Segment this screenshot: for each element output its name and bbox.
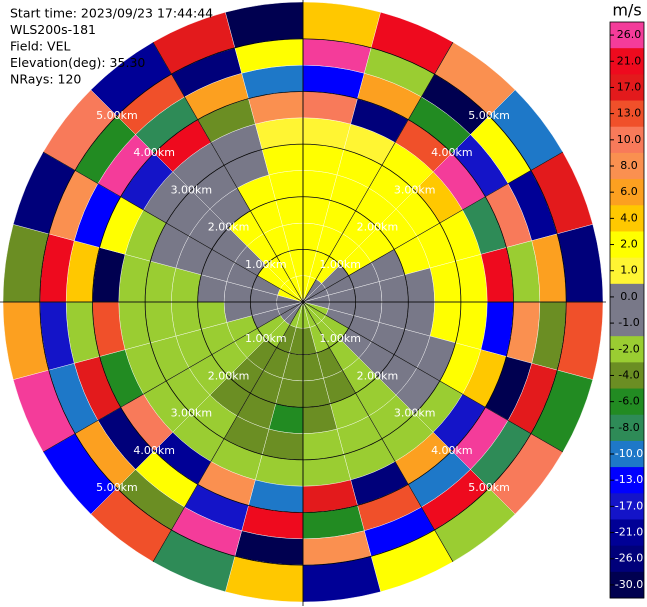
velocity-cell — [261, 143, 304, 176]
header-line: Field: VEL — [10, 39, 70, 54]
range-ring — [144, 143, 462, 461]
colorbar-segment — [610, 179, 644, 206]
range-label: 3.00km — [171, 407, 213, 420]
header-line: WLS200s-181 — [10, 22, 96, 37]
range-ring — [39, 38, 567, 566]
colorbar-segment — [610, 257, 644, 285]
colorbar-label: -4.0 — [618, 368, 639, 381]
velocity-cell — [302, 428, 345, 461]
colorbar-label: 21.0 — [617, 54, 642, 67]
colorbar-label: 10.0 — [617, 133, 642, 146]
range-label: 1.00km — [319, 258, 361, 271]
colorbar-label: -6.0 — [618, 395, 639, 408]
range-label: 2.00km — [357, 369, 399, 382]
colorbar-label: -2.0 — [618, 342, 639, 355]
colorbar-segment — [610, 22, 644, 49]
colorbar-label: -26.0 — [615, 552, 643, 565]
colorbar-label: -8.0 — [618, 421, 639, 434]
colorbar-title: m/s — [612, 1, 641, 20]
range-label: 4.00km — [431, 146, 473, 159]
header-line: Start time: 2023/09/23 17:44:44 — [10, 6, 213, 21]
velocity-cell — [302, 143, 345, 176]
range-label: 3.00km — [394, 407, 436, 420]
colorbar-segment — [610, 388, 644, 416]
colorbar-segment — [610, 205, 644, 232]
colorbar-segment — [610, 283, 644, 311]
header-line: Elevation(deg): 35.30 — [10, 55, 145, 70]
spoke — [302, 301, 563, 453]
colorbar-segment — [610, 467, 644, 494]
colorbar-segment — [610, 74, 644, 102]
range-ring — [249, 248, 357, 356]
colorbar-segment — [610, 519, 644, 547]
spoke — [302, 151, 563, 303]
spoke — [152, 42, 304, 303]
range-label: 2.00km — [208, 221, 250, 234]
colorbar-segment — [610, 336, 644, 363]
colorbar-segment — [610, 362, 644, 390]
colorbar-label: 1.0 — [620, 264, 638, 277]
colorbar-label: 4.0 — [620, 211, 638, 224]
velocity-cell — [144, 301, 177, 344]
range-label: 1.00km — [245, 258, 287, 271]
colorbar-label: -13.0 — [615, 473, 643, 486]
velocity-cell — [261, 428, 304, 461]
range-label: 2.00km — [357, 221, 399, 234]
colorbar-label: 0.0 — [620, 290, 638, 303]
spoke — [152, 301, 304, 562]
colorbar-segment — [610, 571, 644, 599]
range-ring — [197, 196, 409, 408]
range-label: 4.00km — [133, 146, 175, 159]
colorbar-label: -1.0 — [618, 316, 639, 329]
spoke — [302, 42, 454, 303]
range-label: 5.00km — [468, 481, 510, 494]
range-label: 5.00km — [96, 481, 138, 494]
colorbar-label: 6.0 — [620, 185, 638, 198]
colorbar-segment — [610, 231, 644, 259]
colorbar-label: 26.0 — [617, 28, 642, 41]
range-label: 1.00km — [319, 332, 361, 345]
range-label: 5.00km — [96, 109, 138, 122]
velocity-cell — [144, 260, 177, 303]
spoke — [43, 151, 304, 303]
colorbar-label: 17.0 — [617, 80, 642, 93]
range-label: 4.00km — [431, 444, 473, 457]
colorbar-label: -21.0 — [615, 526, 643, 539]
colorbar-label: 2.0 — [620, 238, 638, 251]
colorbar-segment — [610, 545, 644, 573]
colorbar-segment — [610, 126, 644, 154]
range-label: 2.00km — [208, 369, 250, 382]
range-label: 4.00km — [133, 444, 175, 457]
colorbar-label: -17.0 — [615, 499, 643, 512]
spoke — [43, 301, 304, 453]
velocity-cell — [429, 301, 462, 344]
range-label: 1.00km — [245, 332, 287, 345]
colorbar-segment — [610, 310, 644, 337]
colorbar-segment — [610, 100, 644, 128]
range-label: 3.00km — [394, 183, 436, 196]
colorbar-label: -30.0 — [615, 578, 643, 591]
colorbar-segment — [610, 48, 644, 75]
velocity-cell — [429, 260, 462, 303]
colorbar-frame — [609, 21, 645, 599]
colorbar-label: -10.0 — [615, 447, 643, 460]
colorbar-segment — [610, 414, 644, 442]
colorbar-label: 8.0 — [620, 159, 638, 172]
spoke — [302, 301, 454, 562]
range-label: 5.00km — [468, 109, 510, 122]
colorbar-label: 13.0 — [617, 107, 642, 120]
range-label: 3.00km — [171, 183, 213, 196]
colorbar-segment — [610, 152, 644, 180]
range-ring — [92, 91, 514, 513]
colorbar-segment — [610, 493, 644, 520]
header-line: NRays: 120 — [10, 72, 81, 87]
colorbar-segment — [610, 440, 644, 468]
